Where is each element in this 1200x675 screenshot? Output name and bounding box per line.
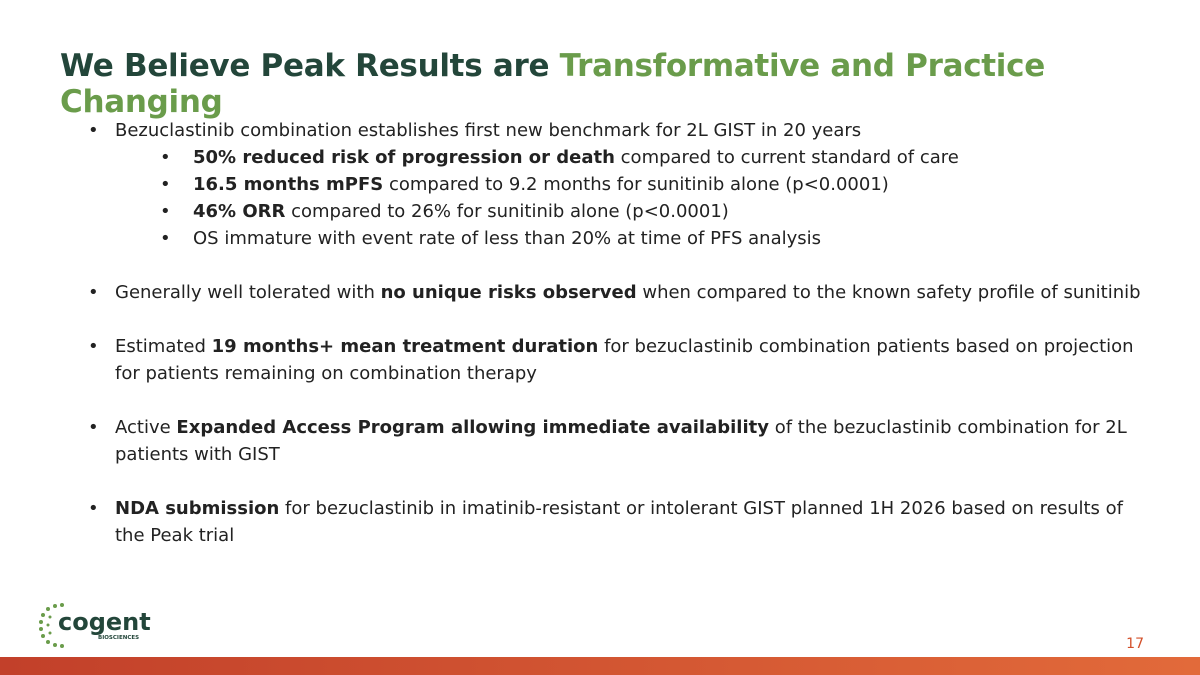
text: Active xyxy=(115,417,177,438)
bullet-text: NDA submission for bezuclastinib in imat… xyxy=(115,495,1158,549)
logo-mark xyxy=(39,603,64,648)
text: Estimated xyxy=(115,336,212,357)
bullet: Estimated 19 months+ mean treatment dura… xyxy=(88,333,1158,387)
text: Generally well tolerated with xyxy=(115,282,381,303)
title-part: We Believe Peak Results are xyxy=(60,48,560,84)
page-number: 17 xyxy=(1126,636,1144,652)
bold-text: NDA submission xyxy=(115,498,280,519)
bullet-text: Estimated 19 months+ mean treatment dura… xyxy=(115,333,1158,387)
text: of the bezuclastinib combination for 2L … xyxy=(115,417,1133,465)
bold-text: 19 months+ mean treatment duration xyxy=(211,336,599,357)
text: Bezuclastinib combination establishes fi… xyxy=(115,120,862,141)
bold-text: Expanded Access Program allowing immedia… xyxy=(176,417,769,438)
text: for bezuclastinib combination patients b… xyxy=(115,336,1140,384)
bullet: NDA submission for bezuclastinib in imat… xyxy=(88,495,1158,549)
bold-text: 50% reduced risk of progression or death xyxy=(193,147,615,168)
title-part: Transformative and Practice Changing xyxy=(60,48,1056,120)
sub-bullet: 16.5 months mPFS compared to 9.2 months … xyxy=(115,171,1158,198)
slide-title: We Believe Peak Results are Transformati… xyxy=(60,48,1200,120)
bold-text: 16.5 months mPFS xyxy=(193,174,384,195)
sub-bullet: OS immature with event rate of less than… xyxy=(115,225,1158,252)
logo-tagline: BIOSCIENCES xyxy=(98,635,139,641)
text: OS immature with event rate of less than… xyxy=(193,228,822,249)
text: compared to 26% for sunitinib alone (p<0… xyxy=(285,201,729,222)
text: compared to 9.2 months for sunitinib alo… xyxy=(383,174,889,195)
text: when compared to the known safety profil… xyxy=(636,282,1141,303)
text: for bezuclastinib in imatinib-resistant … xyxy=(115,498,1129,546)
bullet-text: Active Expanded Access Program allowing … xyxy=(115,414,1158,468)
sub-bullet: 50% reduced risk of progression or death… xyxy=(115,144,1158,171)
bullet: Generally well tolerated with no unique … xyxy=(88,279,1158,306)
bold-text: no unique risks observed xyxy=(380,282,637,303)
logo-name: cogent xyxy=(58,608,151,636)
sub-bullet: 46% ORR compared to 26% for sunitinib al… xyxy=(115,198,1158,225)
bullet-text: Bezuclastinib combination establishes fi… xyxy=(115,117,1158,144)
text: compared to current standard of care xyxy=(614,147,959,168)
footer-bar xyxy=(0,657,1200,675)
logo: cogent BIOSCIENCES xyxy=(39,603,151,648)
bullet: Bezuclastinib combination establishes fi… xyxy=(88,117,1158,252)
bullet: Active Expanded Access Program allowing … xyxy=(88,414,1158,468)
bullet-list: Bezuclastinib combination establishes fi… xyxy=(88,117,1158,576)
bold-text: 46% ORR xyxy=(193,201,286,222)
bullet-text: Generally well tolerated with no unique … xyxy=(115,279,1158,306)
